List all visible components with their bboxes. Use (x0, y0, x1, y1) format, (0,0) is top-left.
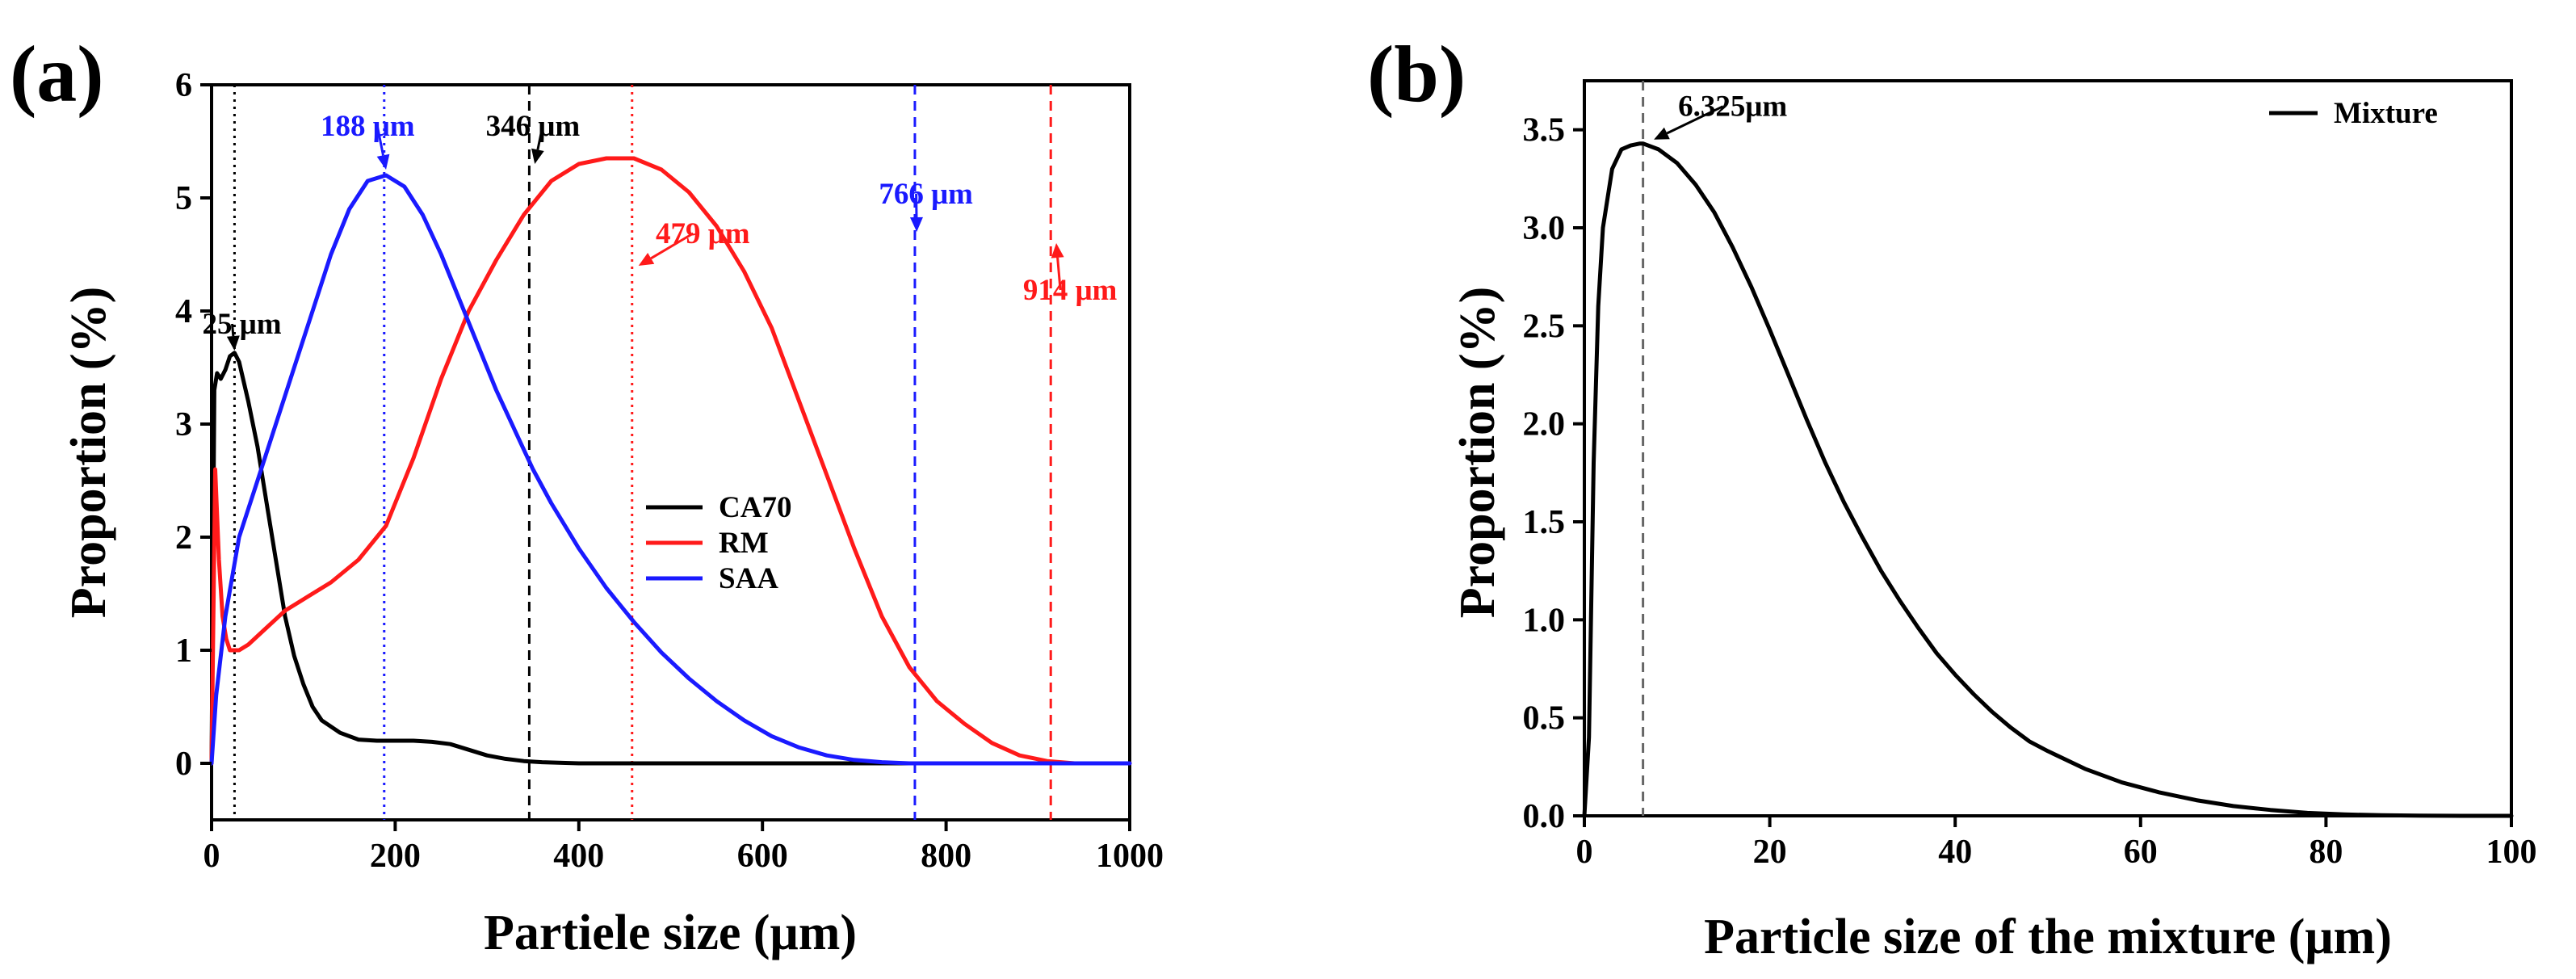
panel-a-x-tick-label-1000: 1000 (1096, 838, 1164, 875)
panel-b-x-axis: 0 20 40 60 80 100 (1576, 816, 2537, 871)
panel-a-x-tick-label-400: 400 (553, 838, 604, 875)
panel-b-x-tick-label-40: 40 (1938, 834, 1972, 871)
panel-b-chart: (b) 0 20 40 60 80 100 0.0 0.5 1.0 1.5 2.0 2.5 3.0 3.… (1367, 29, 2537, 964)
panel-b-y-tick-label-3-5: 3.5 (1523, 112, 1566, 149)
panel-b-x-axis-title: Particle size of the mixture (μm) (1704, 910, 2392, 964)
panel-a-annotation-479-m: 479 μm (656, 217, 750, 250)
panel-a-series (209, 156, 1132, 766)
panel-a-annotation-479-m-arrow-head (638, 252, 655, 266)
panel-a-x-axis: 0 200 400 600 800 1000 (203, 820, 1164, 875)
panel-a-annotation-479-m-arrow-line (650, 232, 694, 260)
panel-a-annotation-766-m-arrow-head (909, 216, 923, 232)
panel-a-y-axis: 0 1 2 3 4 5 6 (175, 67, 212, 783)
panel-a-annotation-25-m: 25 μm (202, 308, 281, 341)
panel-a-series-rm (209, 156, 1132, 766)
panel-a-y-tick-label-5: 5 (175, 180, 192, 217)
panel-a-annotation-188-m-arrow-head (376, 153, 390, 170)
panel-a-plot-frame (210, 83, 1131, 821)
panel-a-annotation-766-m: 766 μm (879, 178, 973, 211)
panel-b-x-tick-label-20: 20 (1753, 834, 1787, 871)
panel-a-annotation-188-m-arrow-line (375, 125, 384, 156)
panel-a-series-saa (209, 173, 1132, 766)
panel-b-label: (b) (1367, 29, 1466, 119)
panel-b-legend-label-mixture: Mixture (2334, 97, 2438, 130)
panel-a-y-tick-label-4: 4 (175, 293, 192, 330)
panel-a-annotation-346-m-arrow-line (536, 125, 544, 150)
panel-a-annotations: 25 μm 188 μm 346 μm 479 μm 766 μm 914 μm (202, 110, 1118, 351)
panel-a-annotation-188-m: 188 μm (321, 110, 415, 143)
panel-a-y-axis-title: Proportion (%) (61, 287, 116, 618)
panel-b-y-tick-label-3: 3.0 (1523, 210, 1566, 247)
panel-b-series (1582, 141, 2514, 818)
panel-b-legend: Mixture (2269, 97, 2438, 130)
panel-b-annotation-6-325-m: 6.325μm (1678, 90, 1787, 124)
panel-b-annotation-6-325-m-arrow-line (1666, 105, 1724, 135)
panel-a-annotation-346-m: 346 μm (486, 110, 581, 143)
panel-a-y-tick-label-0: 0 (175, 746, 192, 783)
panel-a-legend-label-rm: RM (719, 527, 769, 560)
panel-b-y-axis-title: Proportion (%) (1450, 287, 1505, 618)
panel-b-annotation-6-325-m-arrow-head (1654, 127, 1670, 140)
panel-a-annotation-346-m-arrow-head (531, 148, 544, 164)
panel-b-x-tick-label-80: 80 (2309, 834, 2343, 871)
panel-b-y-axis: 0.0 0.5 1.0 1.5 2.0 2.5 3.0 3.5 (1523, 112, 1584, 835)
panel-b-y-tick-label-0-5: 0.5 (1523, 700, 1566, 737)
panel-a-x-tick-label-800: 800 (921, 838, 971, 875)
panel-a-y-tick-label-3: 3 (175, 406, 192, 443)
panel-a-chart: (a) 0 200 400 600 800 1000 0 1 2 3 4 5 6 25 μm 188 μ… (10, 29, 1164, 960)
panel-a-x-axis-title: Partiele size (μm) (484, 905, 857, 960)
panel-b-y-tick-label-0: 0.0 (1523, 798, 1566, 835)
panel-b-y-tick-label-2: 2.0 (1523, 406, 1566, 443)
panel-b-plot-frame (1583, 79, 2513, 817)
panel-a-annotation-25-m-arrow-head (226, 335, 240, 351)
panel-a-annotation-914-m: 914 μm (1023, 274, 1118, 307)
panel-a-legend-label-ca70: CA70 (719, 491, 791, 524)
panel-a-series-ca70 (209, 351, 1132, 766)
panel-b-y-tick-label-1-5: 1.5 (1523, 504, 1566, 541)
panel-b-x-tick-label-0: 0 (1576, 834, 1593, 871)
panel-b-y-tick-label-2-5: 2.5 (1523, 308, 1566, 345)
panel-a-y-tick-label-1: 1 (175, 632, 192, 670)
panel-a-x-tick-label-0: 0 (203, 838, 220, 875)
panel-a-x-tick-label-200: 200 (370, 838, 421, 875)
panel-a-annotation-914-m-arrow-line (1056, 257, 1062, 291)
panel-b-x-tick-label-60: 60 (2124, 834, 2158, 871)
panel-a-y-tick-label-6: 6 (175, 67, 192, 104)
panel-a-legend-label-saa: SAA (719, 562, 778, 595)
panel-a-x-tick-label-600: 600 (737, 838, 788, 875)
panel-a-y-tick-label-2: 2 (175, 519, 192, 557)
panel-b-annotations: 6.325μm (1654, 90, 1787, 140)
panel-a-annotation-914-m-arrow-head (1051, 243, 1064, 258)
panel-b-y-tick-label-1: 1.0 (1523, 602, 1566, 639)
panel-b-series-mixture (1582, 141, 2514, 818)
panel-a-label: (a) (10, 29, 104, 119)
panel-b-x-tick-label-100: 100 (2486, 834, 2537, 871)
